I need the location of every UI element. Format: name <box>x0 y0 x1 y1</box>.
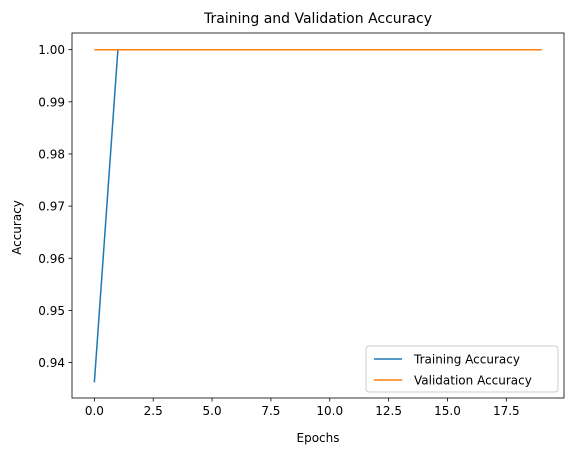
y-axis-label: Accuracy <box>10 200 24 255</box>
legend-label: Validation Accuracy <box>414 374 532 388</box>
x-axis: 0.0 2.5 5.0 7.5 10.0 12.5 15.0 17.5 <box>85 398 520 418</box>
plot-area <box>93 48 542 383</box>
y-tick-label: 1.00 <box>38 43 65 57</box>
x-tick-label: 12.5 <box>375 404 402 418</box>
x-axis-label: Epochs <box>297 431 340 445</box>
y-tick-label: 0.97 <box>38 200 65 214</box>
y-tick-label: 0.94 <box>38 356 65 370</box>
y-axis: 0.94 0.95 0.96 0.97 0.98 0.99 1.00 <box>38 43 72 370</box>
legend-label: Training Accuracy <box>413 353 520 367</box>
chart-title: Training and Validation Accuracy <box>203 11 432 27</box>
y-tick-label: 0.98 <box>38 147 65 161</box>
legend: Training Accuracy Validation Accuracy <box>365 345 559 393</box>
axes-frame <box>71 32 565 399</box>
x-tick-label: 2.5 <box>144 404 163 418</box>
legend-box <box>365 345 559 393</box>
x-tick-label: 0.0 <box>85 404 104 418</box>
y-tick-label: 0.99 <box>38 95 65 109</box>
y-tick-label: 0.95 <box>38 304 65 318</box>
series-line-training-accuracy <box>93 48 542 383</box>
x-tick-label: 17.5 <box>493 404 520 418</box>
y-tick-label: 0.96 <box>38 252 65 266</box>
x-tick-label: 10.0 <box>316 404 343 418</box>
x-tick-label: 15.0 <box>434 404 461 418</box>
x-tick-label: 7.5 <box>261 404 280 418</box>
x-tick-label: 5.0 <box>203 404 222 418</box>
